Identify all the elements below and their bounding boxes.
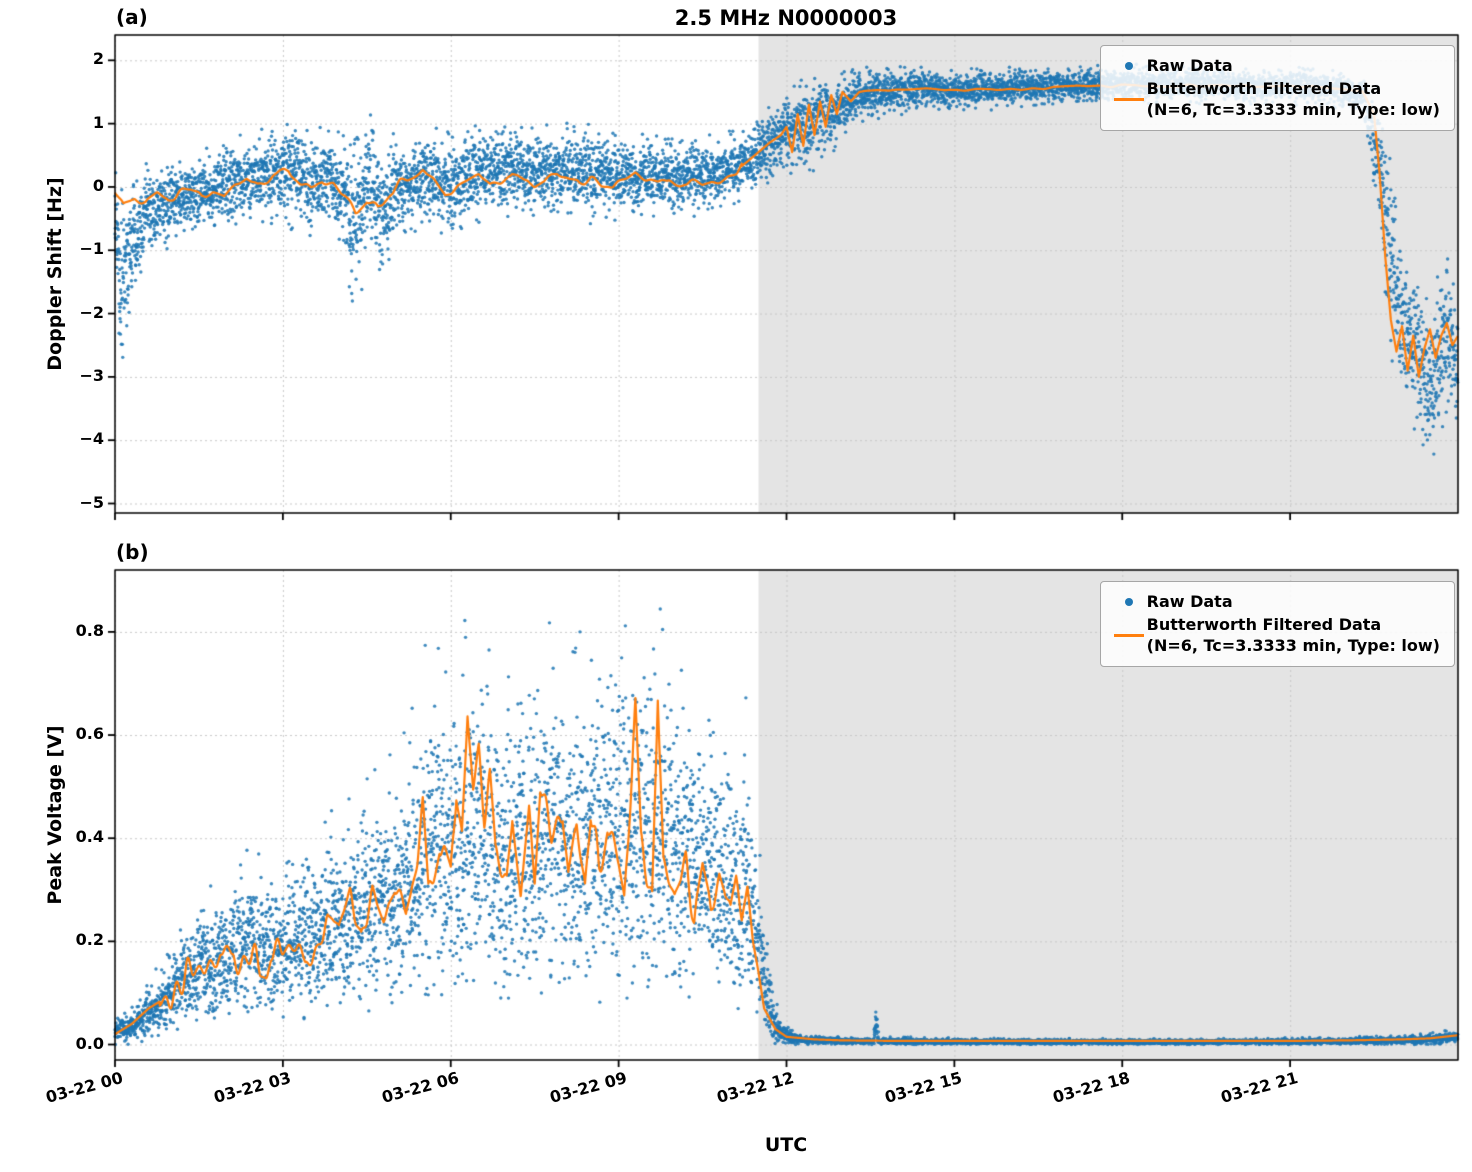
- y-tick-label: −2: [79, 302, 104, 322]
- y-tick-label: −4: [79, 429, 104, 449]
- raw-data-marker-icon: [1111, 62, 1147, 71]
- legend-raw-label: Raw Data: [1146, 56, 1233, 75]
- legend-filtered-label: Butterworth Filtered Data: [1146, 78, 1382, 98]
- y-tick-label: −3: [79, 365, 104, 385]
- y-tick-label: 1: [92, 112, 104, 132]
- legend-b: Raw Data Butterworth Filtered Data (N=6,…: [1099, 581, 1455, 668]
- legend-raw-entry: Raw Data: [1111, 592, 1440, 613]
- x-axis-label: UTC: [764, 1134, 808, 1156]
- y-tick-label: 0.8: [75, 620, 104, 640]
- filtered-line-marker-icon: [1111, 634, 1147, 638]
- y-tick-label: −1: [79, 239, 104, 259]
- legend-filtered-sublabel: (N=6, Tc=3.3333 min, Type: low): [1146, 99, 1440, 119]
- y-tick-label: 0.4: [75, 827, 104, 847]
- y-tick-label: −5: [79, 492, 104, 512]
- y-tick-label: 0.0: [75, 1033, 104, 1053]
- y-tick-label: 0: [92, 175, 104, 195]
- legend-filtered-sublabel: (N=6, Tc=3.3333 min, Type: low): [1146, 635, 1440, 655]
- legend-a: Raw Data Butterworth Filtered Data (N=6,…: [1099, 45, 1455, 132]
- legend-filtered-entry: Butterworth Filtered Data (N=6, Tc=3.333…: [1111, 615, 1440, 657]
- legend-raw-entry: Raw Data: [1111, 56, 1440, 77]
- filtered-line-marker-icon: [1111, 98, 1147, 102]
- y-tick-label: 0.6: [75, 724, 104, 744]
- legend-filtered-entry: Butterworth Filtered Data (N=6, Tc=3.333…: [1111, 79, 1440, 121]
- y-tick-label: 2: [92, 49, 104, 69]
- figure-title: 2.5 MHz N0000003: [674, 6, 898, 30]
- y-tick-label: 0.2: [75, 930, 104, 950]
- raw-data-marker-icon: [1111, 598, 1147, 607]
- panel-b-label: (b): [116, 540, 149, 564]
- legend-raw-label: Raw Data: [1146, 592, 1233, 611]
- y-axis-label-doppler: Doppler Shift [Hz]: [44, 177, 66, 371]
- legend-filtered-label: Butterworth Filtered Data: [1146, 614, 1382, 634]
- y-axis-label-voltage: Peak Voltage [V]: [44, 725, 66, 905]
- panel-a-label: (a): [116, 5, 148, 29]
